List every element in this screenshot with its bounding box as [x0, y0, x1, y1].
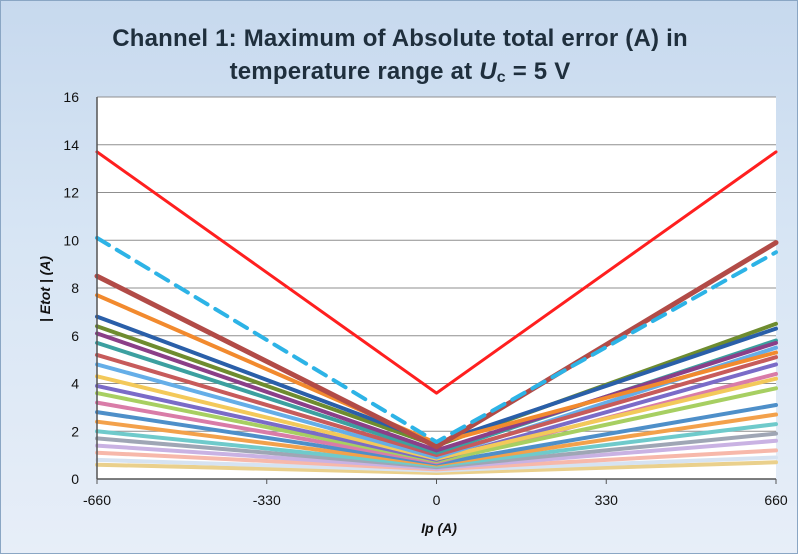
y-axis-tick-label: 14	[63, 137, 79, 153]
y-axis-tick-label: 16	[63, 89, 79, 105]
chart-title-line-2-prefix: temperature range at	[229, 58, 480, 85]
chart-title-line-2-suffix: = 5 V	[505, 58, 571, 85]
y-axis-tick-label: 4	[71, 376, 79, 392]
chart-title-subscript: c	[496, 69, 506, 86]
x-axis-tick-label: 0	[433, 492, 441, 508]
y-axis-tick-label: 10	[63, 232, 79, 248]
series-line	[95, 331, 778, 453]
series-line	[94, 240, 779, 450]
series-line	[95, 352, 778, 458]
y-axis-tick-label: 8	[71, 280, 79, 296]
y-axis-tick-label: 6	[71, 328, 79, 344]
chart-title-variable: U	[479, 58, 497, 85]
series-layer	[94, 150, 779, 475]
axes: 0 2 4 6 8 10 12 14 16 -660 -330 0 330 660	[63, 89, 787, 508]
dashed-series-line	[95, 235, 778, 444]
y-axis-label: | Etot | (A)	[37, 256, 53, 322]
y-axis-tick-label: 12	[63, 185, 79, 201]
x-axis-tick-label: 660	[764, 492, 788, 508]
chart-title-line-2: temperature range at Uc = 5 V	[1, 58, 798, 87]
y-axis-tick-label: 2	[71, 423, 79, 439]
x-axis-tick-label: -330	[253, 492, 281, 508]
chart-title-line-1: Channel 1: Maximum of Absolute total err…	[112, 25, 688, 52]
x-axis-label: Ip (A)	[421, 520, 457, 536]
series-line	[95, 460, 778, 475]
x-axis-tick-label: -660	[83, 492, 111, 508]
x-axis-tick-label: 330	[595, 492, 619, 508]
y-axis-tick-label: 0	[71, 471, 79, 487]
series-line	[95, 150, 778, 395]
